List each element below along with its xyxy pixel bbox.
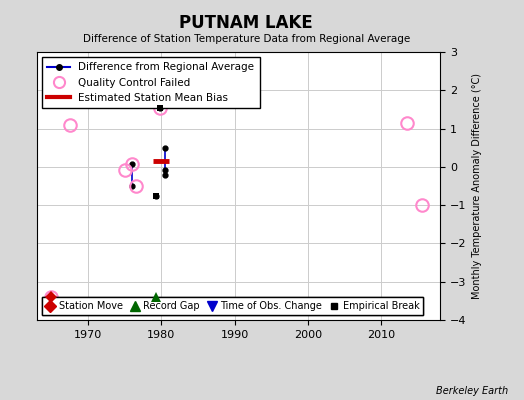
Text: Difference of Station Temperature Data from Regional Average: Difference of Station Temperature Data f… (83, 34, 410, 44)
Legend: Station Move, Record Gap, Time of Obs. Change, Empirical Break: Station Move, Record Gap, Time of Obs. C… (41, 297, 423, 315)
Text: Berkeley Earth: Berkeley Earth (436, 386, 508, 396)
Text: PUTNAM LAKE: PUTNAM LAKE (179, 14, 313, 32)
Y-axis label: Monthly Temperature Anomaly Difference (°C): Monthly Temperature Anomaly Difference (… (472, 73, 482, 299)
